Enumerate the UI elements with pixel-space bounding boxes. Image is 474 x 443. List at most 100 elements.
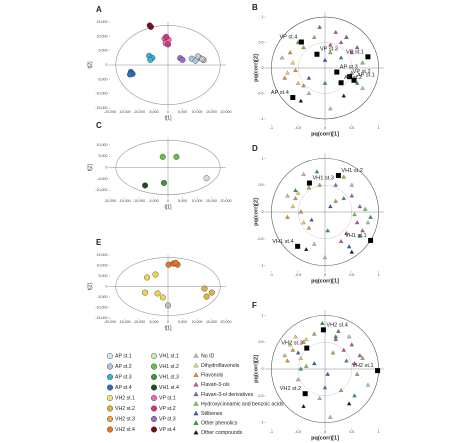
observation-label: VP st.4	[279, 35, 297, 41]
x-tick-label: 15,000	[206, 199, 217, 203]
loading-point	[322, 80, 328, 85]
legend-label: Flavan-3-ols	[201, 382, 230, 388]
observation-label: VP st.2	[353, 69, 371, 75]
legend-marker	[106, 405, 113, 412]
legend-label: Stilbenes	[201, 411, 223, 417]
loading-point	[338, 55, 344, 60]
x-tick-label: 15,000	[206, 110, 217, 114]
score-point	[147, 23, 154, 30]
loading-point	[301, 220, 306, 225]
y-tick-label: 1	[262, 15, 264, 19]
observation-label: VH2 st.4	[326, 322, 347, 328]
loading-point	[295, 377, 301, 382]
x-tick-label: 0	[167, 320, 169, 324]
loading-point	[338, 40, 344, 45]
loading-point	[295, 350, 301, 355]
x-tick-label: -20,000	[104, 320, 116, 324]
observation-label: VP st.1	[346, 49, 364, 55]
panel-letter: A	[96, 5, 102, 14]
loading-point	[317, 24, 322, 29]
x-tick-label: -5,000	[148, 320, 158, 324]
legend-label: AP st.2	[115, 364, 132, 370]
score-point	[194, 53, 201, 60]
legend-label: Flavonols	[201, 373, 224, 379]
loading-point	[301, 404, 306, 409]
legend-marker	[150, 384, 157, 391]
observation-label: VH1 st.1	[345, 233, 366, 239]
loading-point	[301, 171, 306, 176]
loading-point	[328, 414, 333, 419]
loading-point	[330, 350, 336, 355]
legend-label: AP st.3	[115, 374, 132, 380]
legend-label: VP st.1	[159, 395, 176, 401]
loading-point	[317, 395, 322, 400]
legend-label: VP st.3	[159, 416, 176, 422]
loading-point	[306, 75, 312, 80]
loading-point	[301, 45, 306, 50]
legend-marker	[106, 363, 113, 370]
loading-point	[290, 347, 296, 352]
y-tick-label: 0	[262, 66, 264, 70]
x-tick-label: -10,000	[133, 320, 145, 324]
loading-point	[360, 355, 365, 360]
loading-point	[328, 106, 333, 111]
y-tick-label: 0.5	[259, 340, 264, 344]
score-point	[199, 55, 206, 62]
legend-marker	[106, 426, 113, 433]
x-tick-label: 5,000	[178, 199, 187, 203]
observation-marker	[304, 345, 310, 351]
observation-label: AP st.3	[340, 65, 358, 71]
loading-point	[341, 347, 347, 352]
legend-label: No ID	[201, 353, 215, 359]
loading-point	[338, 238, 344, 243]
legend-marker	[150, 374, 157, 381]
y-tick-label: 10,000	[97, 143, 108, 147]
legend-marker	[193, 391, 199, 397]
loading-point	[341, 174, 347, 179]
loading-point	[322, 255, 328, 260]
loading-point	[333, 182, 338, 187]
loading-point	[298, 98, 304, 103]
y-tick-label: -5,000	[97, 177, 107, 181]
loading-point	[301, 339, 306, 344]
y-tick-label: 10,000	[97, 34, 108, 38]
score-point	[173, 153, 180, 160]
score-point	[203, 175, 210, 182]
x-tick-label: -1	[270, 430, 273, 434]
observation-marker	[320, 327, 326, 333]
x-axis-label: pq(corr)[1]	[311, 278, 339, 284]
loading-point	[287, 50, 293, 55]
y-tick-label: 15,000	[97, 20, 108, 24]
score-point	[164, 41, 171, 48]
loading-point	[360, 85, 365, 90]
loading-point	[285, 358, 290, 363]
y-tick-label: -10,000	[95, 305, 107, 309]
loading-point	[352, 361, 357, 366]
loading-point	[349, 342, 355, 347]
x-axis-label: t[1]	[165, 204, 173, 210]
legend-marker	[106, 353, 113, 360]
score-point	[127, 71, 134, 78]
x-tick-label: 15,000	[206, 320, 217, 324]
score-point	[159, 294, 166, 301]
loading-point	[344, 358, 349, 363]
observation-label: AP st.1	[357, 73, 375, 79]
score-point	[208, 289, 215, 296]
loading-point	[303, 247, 309, 252]
score-point	[203, 293, 210, 300]
loading-point	[346, 244, 352, 249]
loading-point	[344, 34, 349, 39]
observation-label: VH2 st.3	[281, 341, 302, 347]
observation-marker	[365, 54, 371, 60]
x-tick-label: -10,000	[133, 199, 145, 203]
y-tick-label: 0	[106, 165, 108, 169]
score-point	[163, 33, 170, 40]
loading-point	[293, 196, 298, 201]
y-axis-label: pq(corr)[2]	[253, 355, 259, 383]
observation-label: VH2 st.2	[280, 386, 301, 392]
loading-point	[333, 198, 338, 203]
score-point	[142, 289, 149, 296]
x-tick-label: -5,000	[148, 110, 158, 114]
loading-point	[349, 193, 355, 198]
loading-point	[306, 225, 312, 230]
